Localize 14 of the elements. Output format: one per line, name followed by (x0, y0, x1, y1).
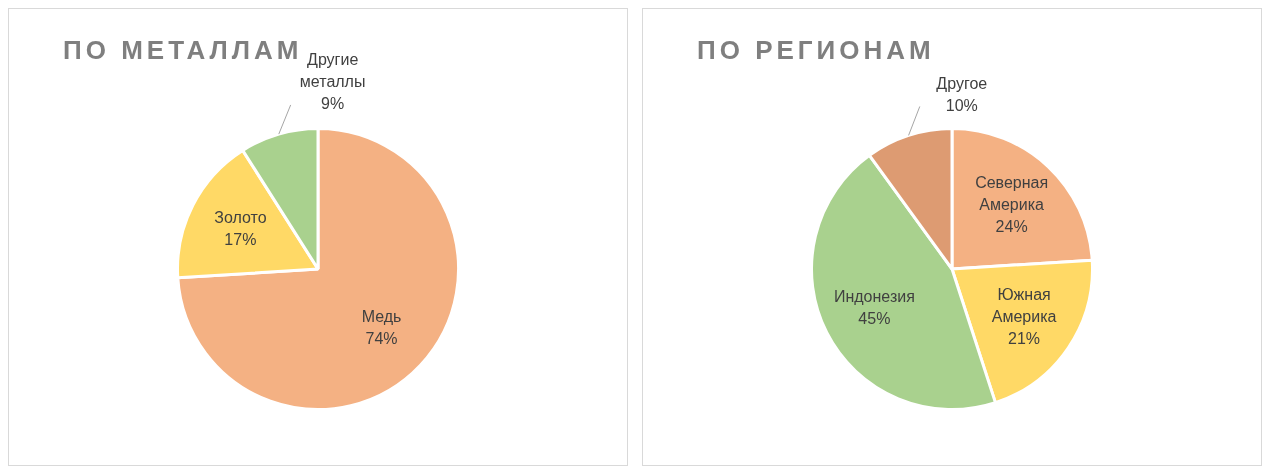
data-label: 45% (858, 309, 891, 327)
data-label: 24% (995, 217, 1028, 235)
data-label: 17% (224, 230, 257, 248)
data-label: 10% (945, 96, 978, 114)
chart-title: ПО РЕГИОНАМ (697, 35, 935, 66)
data-label: 74% (365, 330, 398, 348)
data-label: 9% (321, 95, 345, 113)
slice-label: Медь (361, 308, 402, 326)
slice-label: Другое (936, 74, 988, 92)
slice-label: Северная Америка (975, 173, 1049, 213)
slice-label: Южная Америка (991, 286, 1057, 326)
slice-label: Индонезия (833, 287, 915, 305)
data-label: 21% (1008, 330, 1041, 348)
slice-label: Золото (214, 208, 267, 226)
